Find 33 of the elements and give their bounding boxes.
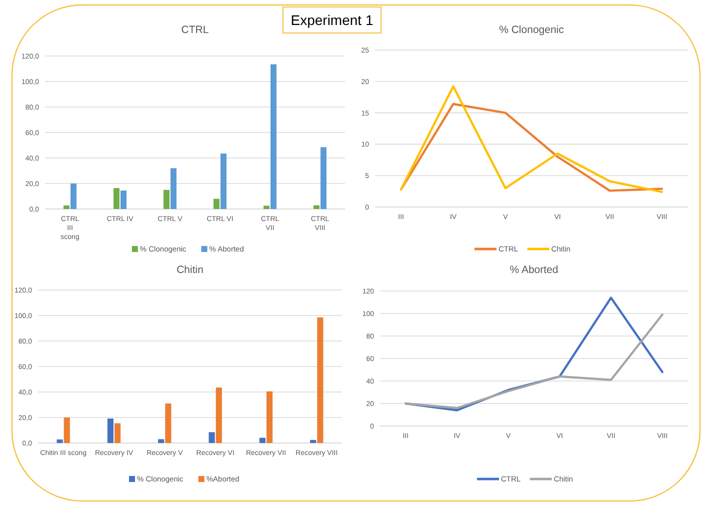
bar — [64, 205, 70, 209]
chart-title: CTRL — [181, 24, 209, 36]
bar — [208, 432, 215, 443]
bar — [120, 190, 126, 209]
bar — [114, 188, 120, 209]
bar — [259, 438, 266, 443]
bar — [164, 190, 170, 209]
line-series — [400, 85, 664, 194]
bar — [114, 423, 121, 443]
line-series — [400, 102, 664, 192]
line-series — [404, 314, 664, 410]
bar — [170, 168, 176, 209]
bar — [158, 439, 164, 443]
bar — [216, 388, 222, 443]
bar — [107, 418, 114, 443]
bar — [214, 198, 220, 209]
line-series — [404, 296, 664, 412]
chart-title: % Clonogenic — [499, 24, 564, 36]
bar — [266, 391, 273, 443]
bar — [310, 440, 316, 443]
bar — [320, 147, 326, 209]
chart-title: Chitin — [176, 264, 204, 276]
bar — [70, 184, 76, 209]
bar — [165, 403, 172, 443]
chart-title: % Aborted — [510, 264, 558, 276]
bar — [314, 205, 320, 209]
bar — [264, 206, 270, 209]
bar — [270, 64, 276, 209]
bar — [56, 439, 63, 443]
text: Experiment 1 — [290, 12, 374, 28]
bar — [64, 418, 70, 443]
bar — [220, 154, 226, 209]
bar — [317, 317, 324, 443]
